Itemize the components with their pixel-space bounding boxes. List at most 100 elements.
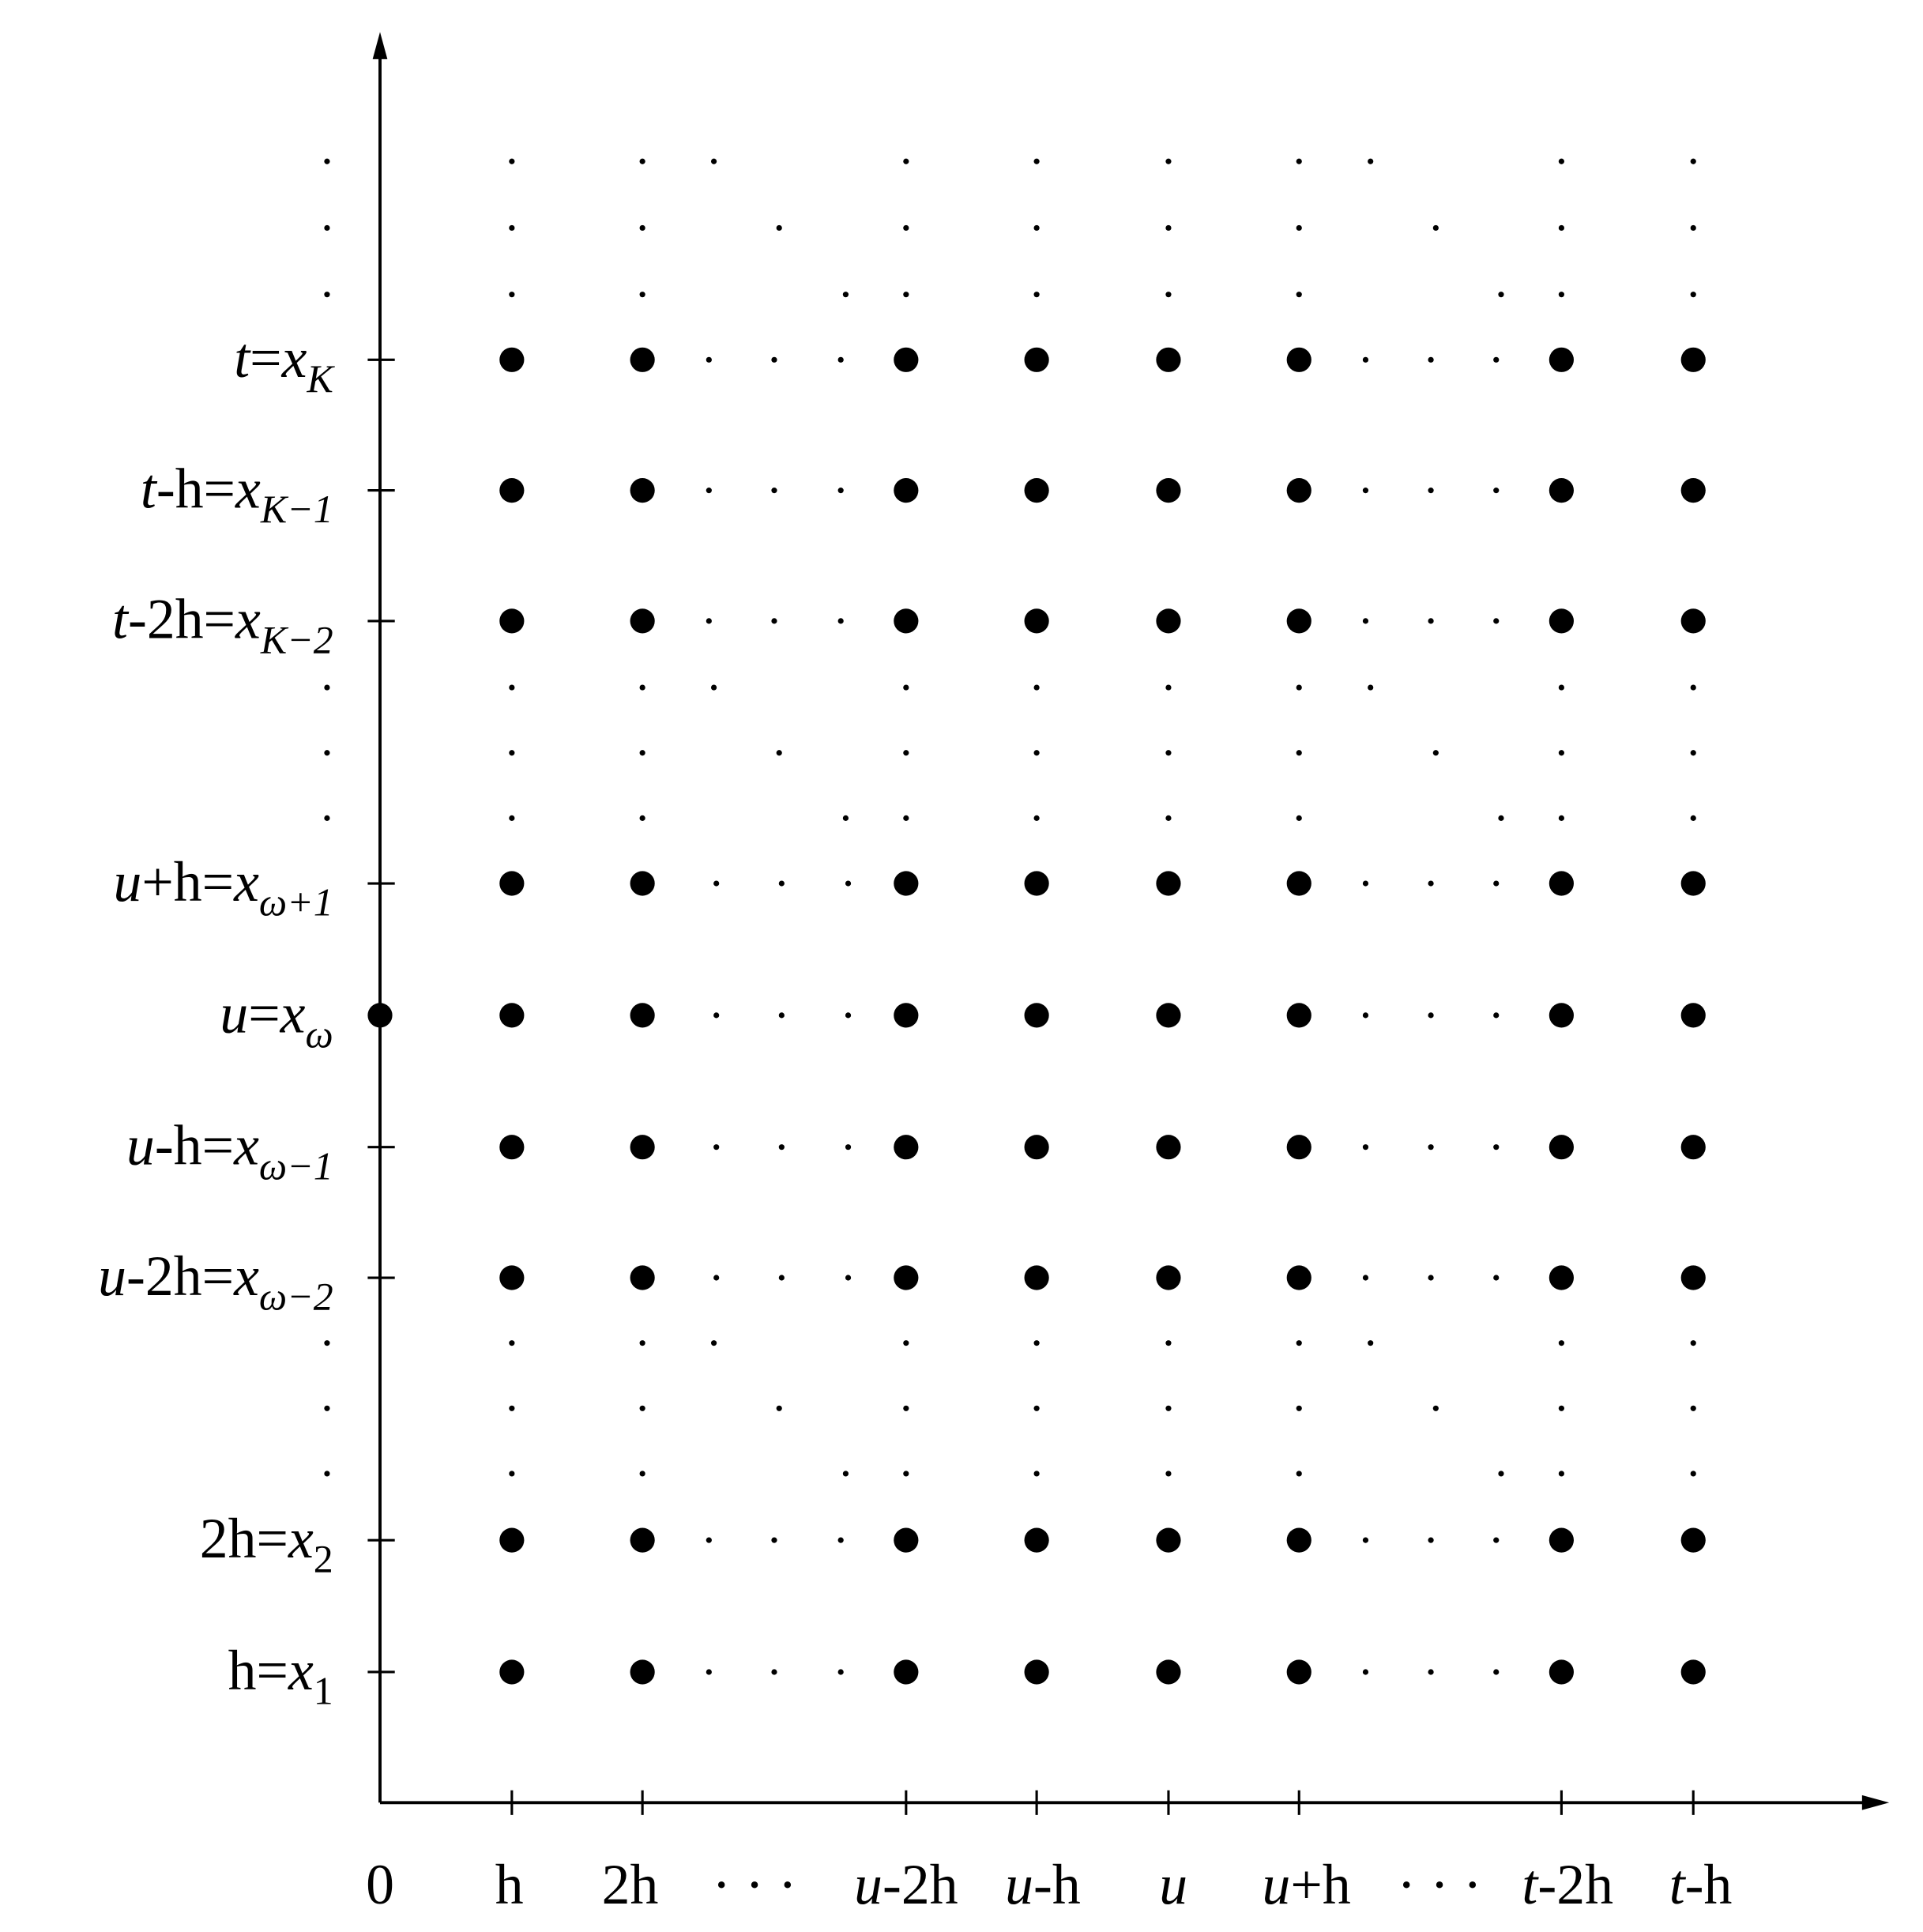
ellipsis-dot bbox=[706, 618, 712, 624]
ellipsis-dot bbox=[639, 158, 645, 164]
ellipsis-dot bbox=[509, 684, 515, 691]
ellipsis-dot bbox=[903, 1471, 909, 1477]
ellipsis-dot bbox=[1165, 815, 1172, 821]
ellipsis-dot bbox=[778, 880, 785, 887]
ellipsis-dot bbox=[1690, 1405, 1696, 1411]
ellipsis-dot bbox=[776, 750, 782, 756]
ellipsis-dot bbox=[639, 1340, 645, 1346]
axis-label: u bbox=[1159, 1853, 1187, 1916]
ellipsis-dot bbox=[1428, 1144, 1434, 1151]
ellipsis-dot bbox=[1690, 1340, 1696, 1346]
axis-label: t-2h bbox=[1522, 1853, 1613, 1916]
ellipsis-dot bbox=[1558, 684, 1564, 691]
ellipsis-dot bbox=[639, 684, 645, 691]
ellipsis-dot bbox=[845, 1275, 852, 1281]
ellipsis-dot bbox=[1368, 1340, 1374, 1346]
ellipsis-dot bbox=[1428, 356, 1434, 363]
label-part: -h bbox=[1685, 1853, 1733, 1916]
grid-point bbox=[499, 478, 525, 503]
axis-label: 0 bbox=[366, 1853, 394, 1916]
label-part: x bbox=[233, 850, 259, 913]
grid-point bbox=[499, 1265, 525, 1290]
ellipsis-dot bbox=[903, 1340, 909, 1346]
ellipsis-dot bbox=[1165, 1405, 1172, 1411]
label-part: t bbox=[141, 457, 158, 520]
ellipsis-dot bbox=[1368, 158, 1374, 164]
grid-point bbox=[499, 347, 525, 372]
axis-label: h=x1 bbox=[228, 1639, 333, 1713]
ellipsis-dot bbox=[1690, 292, 1696, 298]
label-part: 2h bbox=[602, 1853, 659, 1916]
ellipsis-dot bbox=[1493, 880, 1500, 887]
axis-label: h bbox=[495, 1853, 524, 1916]
ellipsis-dot bbox=[1690, 684, 1696, 691]
ellipsis-dot bbox=[1428, 1275, 1434, 1281]
label-part: +h= bbox=[141, 850, 234, 913]
ellipsis-dot bbox=[1493, 618, 1500, 624]
ellipsis-dot bbox=[837, 1669, 844, 1675]
ellipsis-dot bbox=[1033, 224, 1040, 232]
grid-point bbox=[1680, 608, 1706, 634]
ellipsis-dot bbox=[639, 292, 645, 298]
label-part: -2h= bbox=[126, 1245, 234, 1308]
grid-point bbox=[630, 608, 655, 634]
ellipsis-dot bbox=[1296, 1471, 1302, 1477]
ellipsis-dot bbox=[1362, 880, 1369, 887]
label-part: t bbox=[1669, 1853, 1687, 1916]
axis-label: u+h=xω+1 bbox=[113, 850, 333, 925]
grid-point bbox=[1549, 347, 1574, 372]
grid-point bbox=[1024, 1527, 1049, 1553]
ellipsis-dot bbox=[837, 618, 844, 624]
grid-point bbox=[630, 1265, 655, 1290]
label-part: -2h bbox=[1537, 1853, 1613, 1916]
ellipsis-dot bbox=[842, 815, 849, 821]
ellipsis-dot bbox=[1362, 488, 1369, 494]
ellipsis-dot bbox=[1558, 158, 1564, 164]
axis-label: u-h bbox=[1005, 1853, 1081, 1916]
label-part: u bbox=[113, 850, 141, 913]
ellipsis-dot bbox=[1428, 1669, 1434, 1675]
axis-label: u-h=xω−1 bbox=[126, 1114, 333, 1188]
grid-point bbox=[1024, 871, 1049, 896]
ellipsis-dot bbox=[1690, 815, 1696, 821]
label-part: x bbox=[288, 1507, 314, 1570]
ellipsis-dot bbox=[1432, 750, 1439, 756]
ellipsis-dot bbox=[706, 1537, 712, 1543]
ellipsis-dot bbox=[1165, 750, 1172, 756]
label-part: x bbox=[235, 588, 261, 651]
ellipsis-dot bbox=[324, 815, 330, 821]
ellipsis-dot bbox=[1296, 224, 1302, 232]
ellipsis-dot bbox=[778, 1012, 785, 1019]
ellipsis-dot bbox=[903, 224, 909, 232]
ellipsis-dot bbox=[509, 750, 515, 756]
label-part: K bbox=[306, 357, 335, 401]
grid-point bbox=[1156, 347, 1181, 372]
ellipsis-dot bbox=[1493, 1144, 1500, 1151]
ellipsis-dot bbox=[1498, 292, 1504, 298]
ellipsis-dot bbox=[1165, 224, 1172, 232]
label-part: x bbox=[235, 457, 261, 520]
ellipsis-dot bbox=[771, 488, 777, 494]
ellipsis-dot bbox=[324, 292, 330, 298]
grid-point bbox=[1549, 1527, 1574, 1553]
label-part: = bbox=[250, 326, 281, 390]
ellipsis-dot bbox=[509, 1405, 515, 1411]
grid-point bbox=[499, 871, 525, 896]
ellipsis-dot bbox=[639, 815, 645, 821]
ellipsis-dot bbox=[1296, 158, 1302, 164]
ellipsis-dot bbox=[509, 224, 515, 232]
grid-point bbox=[499, 1527, 525, 1553]
label-part: x bbox=[288, 1639, 314, 1702]
ellipsis-dot bbox=[639, 750, 645, 756]
ellipsis-dot bbox=[845, 1144, 852, 1151]
ellipsis-dot bbox=[771, 618, 777, 624]
ellipsis-dot bbox=[1428, 488, 1434, 494]
label-part: u bbox=[98, 1245, 126, 1308]
grid-point bbox=[1680, 871, 1706, 896]
ellipsis-dot bbox=[1558, 292, 1564, 298]
label-part: 2 bbox=[314, 1538, 333, 1581]
axis-label: u-2h bbox=[854, 1853, 958, 1916]
grid-point bbox=[1156, 1003, 1181, 1028]
ellipsis-dot bbox=[1690, 158, 1696, 164]
